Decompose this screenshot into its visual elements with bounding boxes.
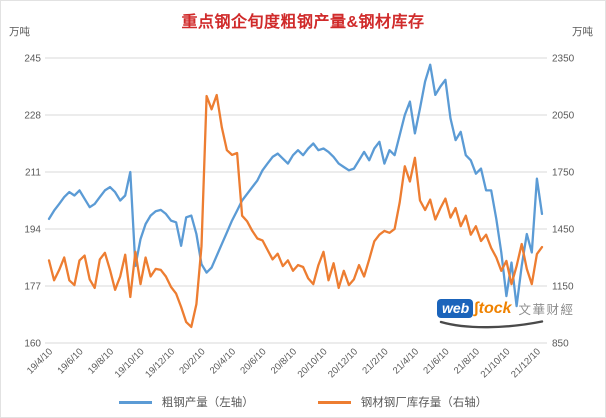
- right-axis-unit-label: 万吨: [572, 26, 593, 38]
- left-axis-tick: 194: [24, 225, 41, 236]
- x-axis-tick: 19/4/10: [25, 346, 55, 376]
- webstock-logo-web: web: [437, 299, 474, 318]
- legend-label-crude-steel: 粗钢产量（左轴）: [161, 397, 254, 409]
- x-axis-tick: 21/4/10: [391, 346, 421, 376]
- x-axis-tick: 21/2/10: [360, 346, 390, 376]
- x-axis-tick: 20/12/10: [326, 346, 360, 380]
- left-axis-tick: 245: [24, 54, 41, 65]
- legend-item-steel-inventory: 钢材钢厂库存量（右轴）: [317, 394, 488, 410]
- x-axis-tick: 21/8/10: [452, 346, 482, 376]
- right-axis-tick: 1450: [552, 225, 575, 236]
- x-axis-tick: 20/10/10: [296, 346, 330, 380]
- right-axis-tick: 1750: [552, 168, 575, 179]
- webstock-swoosh-icon: [439, 320, 544, 329]
- legend-label-steel-inventory: 钢材钢厂库存量（右轴）: [360, 397, 488, 409]
- right-axis-tick: 2350: [552, 54, 575, 65]
- right-axis-tick: 850: [552, 339, 569, 350]
- x-axis-tick: 21/6/10: [421, 346, 451, 376]
- x-axis-tick: 20/6/10: [238, 346, 268, 376]
- x-axis-tick: 21/12/10: [509, 346, 543, 380]
- left-axis-tick: 160: [24, 339, 41, 350]
- right-axis-tick: 1150: [552, 282, 574, 293]
- x-axis-tick: 19/6/10: [55, 346, 85, 376]
- webstock-logo-stock: ∫tock: [474, 300, 512, 317]
- x-axis-tick: 20/8/10: [269, 346, 299, 376]
- series-line-crude-steel: [47, 63, 544, 308]
- webstock-logo: web ∫tock: [437, 299, 512, 318]
- steel-inventory-line-swatch-icon: [317, 400, 351, 404]
- watermark-brand-text: 文華财經: [518, 303, 575, 317]
- x-axis-tick: 21/10/10: [479, 346, 513, 380]
- chart-title: 重点钢企旬度粗钢产量&钢材库存: [181, 14, 425, 31]
- left-axis-tick: 211: [25, 168, 41, 179]
- watermark: web ∫tock 文華财經: [437, 299, 597, 333]
- x-axis-tick: 19/12/10: [143, 346, 177, 380]
- left-axis-unit-label: 万吨: [9, 26, 30, 38]
- x-axis-tick: 20/4/10: [208, 346, 238, 376]
- left-axis-tick: 228: [24, 111, 41, 122]
- x-axis-tick: 19/10/10: [113, 346, 147, 380]
- left-axis-tick: 177: [24, 282, 41, 293]
- right-axis-tick: 2050: [552, 111, 575, 122]
- legend: 粗钢产量（左轴） 钢材钢厂库存量（右轴）: [1, 392, 605, 412]
- x-axis-tick: 20/2/10: [177, 346, 207, 376]
- series-line-inventory: [47, 93, 544, 329]
- legend-item-crude-steel-output: 粗钢产量（左轴）: [118, 394, 254, 410]
- x-axis-tick: 19/8/10: [86, 346, 116, 376]
- crude-steel-line-swatch-icon: [118, 400, 152, 404]
